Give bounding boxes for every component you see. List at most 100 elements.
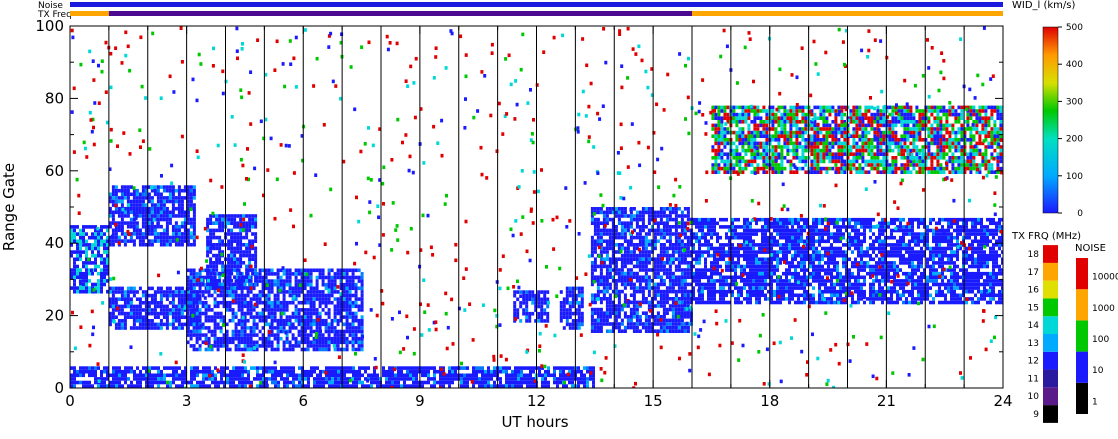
data-point (632, 311, 636, 315)
data-point (239, 235, 243, 240)
data-point (671, 232, 675, 236)
data-point (255, 293, 259, 298)
data-point (244, 366, 247, 370)
data-point (764, 250, 767, 254)
data-region (206, 214, 258, 290)
data-point (354, 347, 358, 352)
data-point (94, 369, 97, 374)
data-point (168, 286, 172, 291)
data-point (337, 377, 340, 381)
data-point (704, 239, 707, 244)
data-point (209, 239, 213, 243)
data-point (665, 325, 669, 330)
data-point (713, 217, 716, 222)
data-point (641, 279, 645, 283)
data-point (599, 315, 603, 319)
data-point (683, 207, 687, 211)
data-point (189, 272, 193, 276)
data-point (617, 214, 621, 218)
data-point (608, 315, 612, 319)
data-point (782, 221, 785, 226)
data-point (222, 290, 226, 294)
data-point (340, 366, 343, 370)
data-point (106, 271, 109, 276)
data-point (135, 315, 139, 319)
data-point (788, 239, 791, 244)
data-point (761, 268, 764, 272)
data-point (256, 366, 259, 370)
data-point (162, 199, 166, 204)
data-point (135, 196, 139, 200)
data-point (605, 297, 609, 301)
data-point (334, 377, 337, 381)
data-point (241, 377, 244, 381)
data-point (505, 380, 508, 385)
data-point (360, 272, 364, 276)
data-point (525, 293, 529, 298)
txfreq-bar-segment (108, 11, 692, 16)
data-point (327, 308, 331, 312)
data-point (120, 232, 124, 236)
data-point (212, 264, 216, 269)
data-point (662, 289, 666, 294)
data-point (336, 322, 340, 327)
data-point (156, 301, 160, 305)
data-point (301, 384, 304, 388)
data-point (460, 384, 463, 388)
data-point (647, 325, 651, 330)
data-point (94, 366, 97, 370)
data-point (577, 377, 580, 381)
data-point (773, 279, 776, 283)
data-point (261, 300, 265, 305)
data-point (165, 232, 169, 236)
data-point (175, 373, 178, 378)
txfreq-bar-label: TX Freq (37, 10, 72, 20)
data-point (111, 196, 115, 200)
data-point (189, 217, 193, 222)
data-point (141, 293, 145, 298)
data-point (144, 297, 148, 301)
data-point (120, 326, 124, 330)
data-point (803, 268, 806, 272)
data-point (192, 232, 196, 236)
data-point (728, 289, 731, 294)
data-point (671, 300, 675, 305)
data-point (285, 308, 289, 312)
data-point (704, 221, 707, 226)
data-point (776, 257, 779, 262)
data-point (132, 308, 136, 312)
data-point (279, 318, 283, 323)
data-point (234, 329, 238, 334)
data-point (186, 199, 190, 204)
data-point (300, 286, 304, 291)
data-point (221, 217, 225, 222)
data-point (644, 232, 648, 236)
data-point (629, 311, 633, 315)
data-point (339, 275, 343, 280)
data-point (255, 340, 259, 345)
data-point (294, 344, 298, 348)
data-point (677, 318, 681, 323)
data-point (574, 293, 578, 298)
data-point (360, 304, 364, 309)
data-point (106, 257, 109, 262)
data-point (165, 326, 169, 330)
data-point (776, 300, 779, 305)
data-region (559, 286, 584, 330)
data-point (553, 366, 556, 370)
data-point (590, 311, 594, 315)
data-point (695, 253, 698, 258)
data-point (668, 268, 672, 272)
data-point (245, 275, 249, 279)
data-point (680, 271, 684, 276)
data-point (680, 257, 684, 261)
data-point (635, 232, 639, 236)
data-point (100, 369, 103, 374)
data-point (674, 275, 678, 279)
data-point (221, 286, 225, 290)
data-point (207, 293, 211, 298)
data-point (674, 228, 678, 233)
data-point (716, 257, 719, 262)
data-point (180, 239, 184, 243)
data-point (111, 192, 115, 197)
